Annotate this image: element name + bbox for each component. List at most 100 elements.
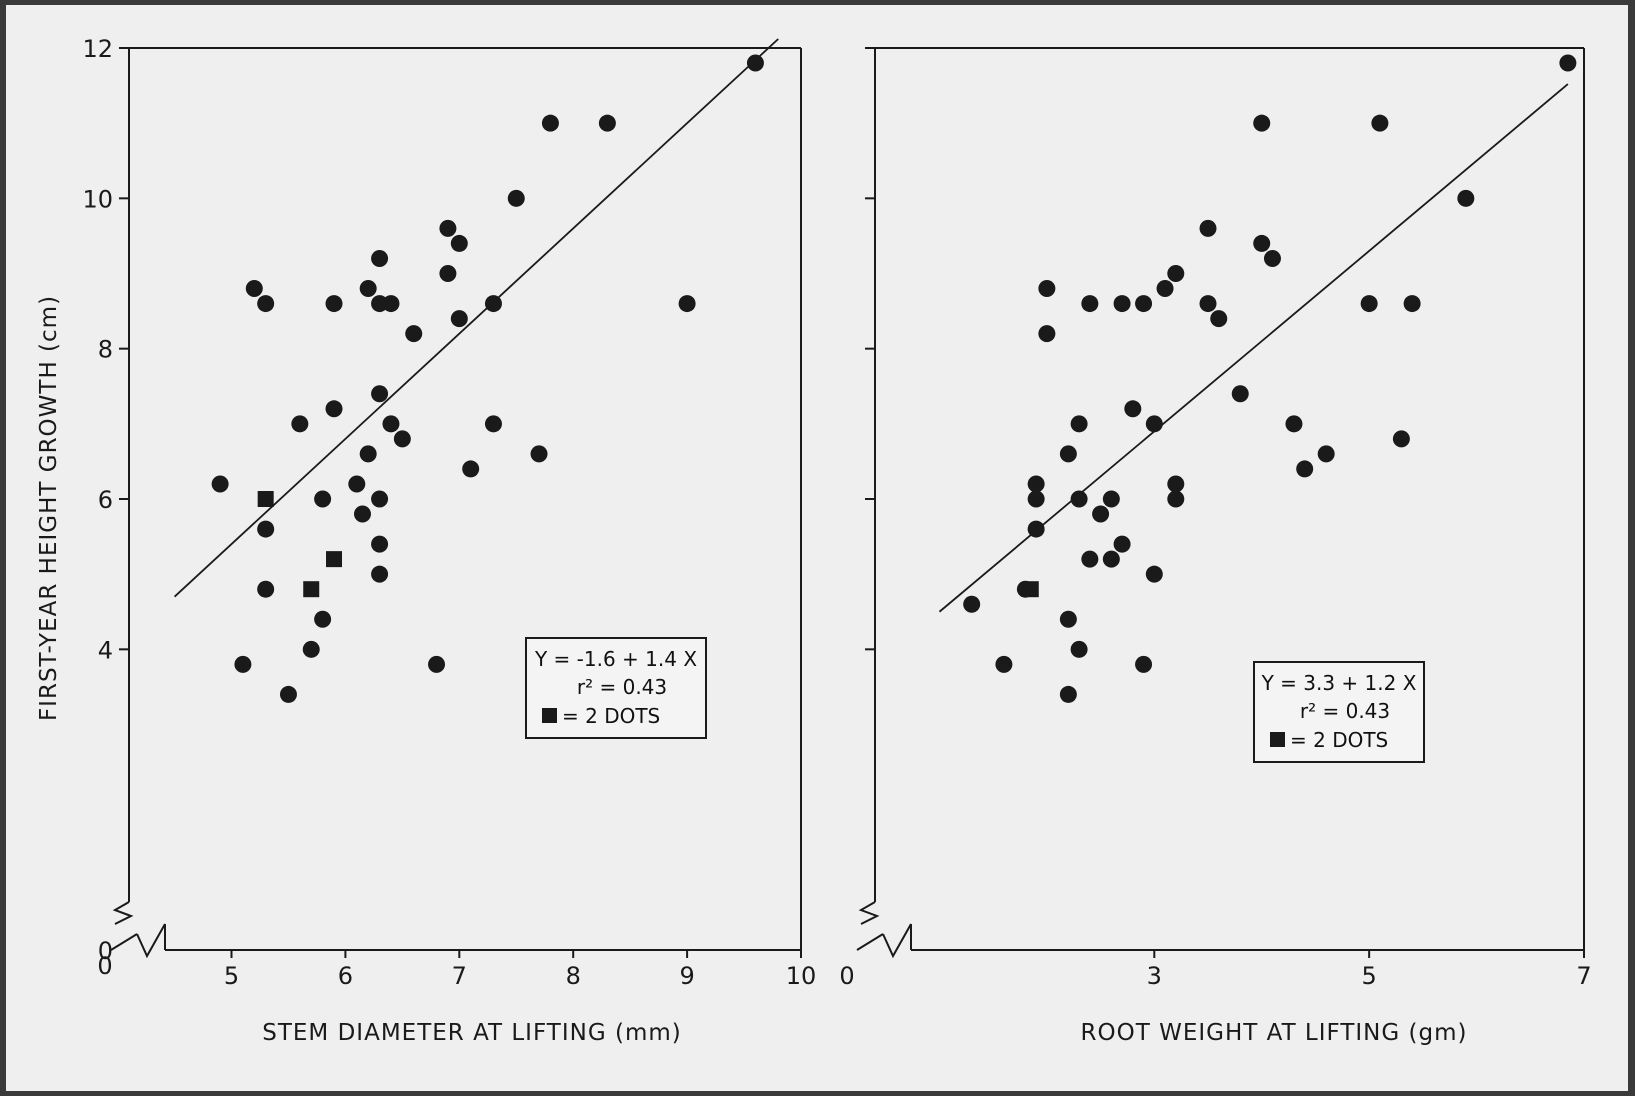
x-axis-origin-segment	[110, 933, 138, 951]
data-point	[1135, 655, 1153, 673]
data-point	[963, 595, 981, 613]
y-tick-label: 6	[98, 486, 113, 514]
x-tick-label: 5	[1362, 962, 1377, 990]
data-point	[371, 385, 389, 403]
y-tick-label: 0	[98, 937, 113, 965]
legend-square-marker	[1270, 732, 1285, 747]
data-point	[279, 685, 297, 703]
data-point	[405, 325, 423, 343]
data-point	[257, 295, 275, 313]
data-point	[1199, 219, 1217, 237]
data-point	[1263, 249, 1281, 267]
data-point	[1059, 445, 1077, 463]
data-point	[1371, 114, 1389, 132]
data-point	[1253, 234, 1271, 252]
data-point	[1559, 54, 1577, 72]
data-point	[450, 310, 468, 328]
data-point	[1199, 295, 1217, 313]
regression-line	[173, 38, 779, 598]
data-point	[439, 219, 457, 237]
data-point	[462, 460, 480, 478]
data-point	[314, 490, 332, 508]
data-point	[1167, 475, 1185, 493]
data-point	[1102, 490, 1120, 508]
data-point	[245, 280, 263, 298]
data-point	[1156, 280, 1174, 298]
data-point	[1059, 610, 1077, 628]
data-point	[325, 400, 343, 418]
data-point	[1070, 490, 1088, 508]
x-tick-label: 10	[786, 962, 817, 990]
x-axis-break	[882, 923, 912, 959]
data-point	[1135, 295, 1153, 313]
data-point	[1145, 415, 1163, 433]
data-point	[1081, 295, 1099, 313]
x-axis-title: STEM DIAMETER AT LIFTING (mm)	[262, 1020, 681, 1046]
data-point	[1403, 295, 1421, 313]
data-point	[484, 295, 502, 313]
data-point	[371, 249, 389, 267]
data-point	[359, 445, 377, 463]
data-point-double	[326, 551, 343, 568]
data-point	[678, 295, 696, 313]
panel-stem-diameter: 0 4 6 8 10 12 5 6 7 8 9 10 0 STEM DIAMETER AT LIFTING…	[82, 35, 816, 1046]
data-point	[507, 189, 525, 207]
figure: FIRST-YEAR HEIGHT GROWTH (cm) 0 4 6 8 10 12 5 6…	[6, 5, 1628, 1091]
data-point	[1070, 415, 1088, 433]
data-point	[450, 234, 468, 252]
data-point	[1027, 475, 1045, 493]
x-axis-origin-segment	[856, 933, 884, 951]
data-point	[211, 475, 229, 493]
data-point	[439, 265, 457, 282]
data-point	[1296, 460, 1314, 478]
data-point	[1285, 415, 1303, 433]
regression-equation: Y = 3.3 + 1.2 X	[1261, 671, 1417, 695]
data-point	[371, 490, 389, 508]
data-point-double	[303, 581, 320, 598]
x-axis-break	[136, 923, 166, 959]
data-point	[1027, 490, 1045, 508]
y-tick-label: 4	[98, 636, 113, 664]
data-point	[1059, 685, 1077, 703]
x-tick-label: 3	[1147, 962, 1162, 990]
data-point	[1092, 505, 1110, 523]
y-tick-label: 12	[82, 35, 113, 63]
data-point	[371, 565, 389, 583]
data-point	[314, 610, 332, 628]
data-point	[1167, 490, 1185, 508]
data-point	[1360, 295, 1378, 313]
legend-square-marker	[542, 708, 557, 723]
x-tick-label: 8	[566, 962, 581, 990]
y-tick-label: 10	[82, 185, 113, 213]
data-point	[353, 505, 371, 523]
data-point	[382, 415, 400, 433]
legend-square-note: = 2 DOTS	[562, 704, 660, 728]
data-point	[541, 114, 559, 132]
regression-line	[938, 83, 1569, 613]
data-point	[746, 54, 764, 72]
chart-canvas: FIRST-YEAR HEIGHT GROWTH (cm) 0 4 6 8 10 12 5 6…	[36, 35, 1592, 1046]
y-axis-break	[858, 901, 880, 925]
x-tick-label: 7	[1576, 962, 1591, 990]
data-point	[1210, 310, 1228, 328]
data-point	[995, 655, 1013, 673]
data-point	[530, 445, 548, 463]
data-point	[1167, 265, 1185, 282]
y-tick-label: 8	[98, 336, 113, 364]
regression-legend: Y = 3.3 + 1.2 X r² = 0.43 = 2 DOTS	[1253, 661, 1425, 763]
data-point	[484, 415, 502, 433]
data-point	[1102, 550, 1120, 568]
r-squared: r² = 0.43	[577, 675, 667, 699]
x-tick-label: 6	[338, 962, 353, 990]
r-squared: r² = 0.43	[1300, 699, 1390, 723]
legend-square-note: = 2 DOTS	[1290, 728, 1388, 752]
data-point	[348, 475, 366, 493]
y-axis-title: FIRST-YEAR HEIGHT GROWTH (cm)	[36, 295, 62, 721]
data-point	[325, 295, 343, 313]
data-point	[1113, 535, 1131, 553]
data-point	[291, 415, 309, 433]
data-point	[234, 655, 252, 673]
data-point	[257, 580, 275, 598]
data-point-double	[257, 491, 274, 507]
y-axis-break	[112, 901, 134, 925]
